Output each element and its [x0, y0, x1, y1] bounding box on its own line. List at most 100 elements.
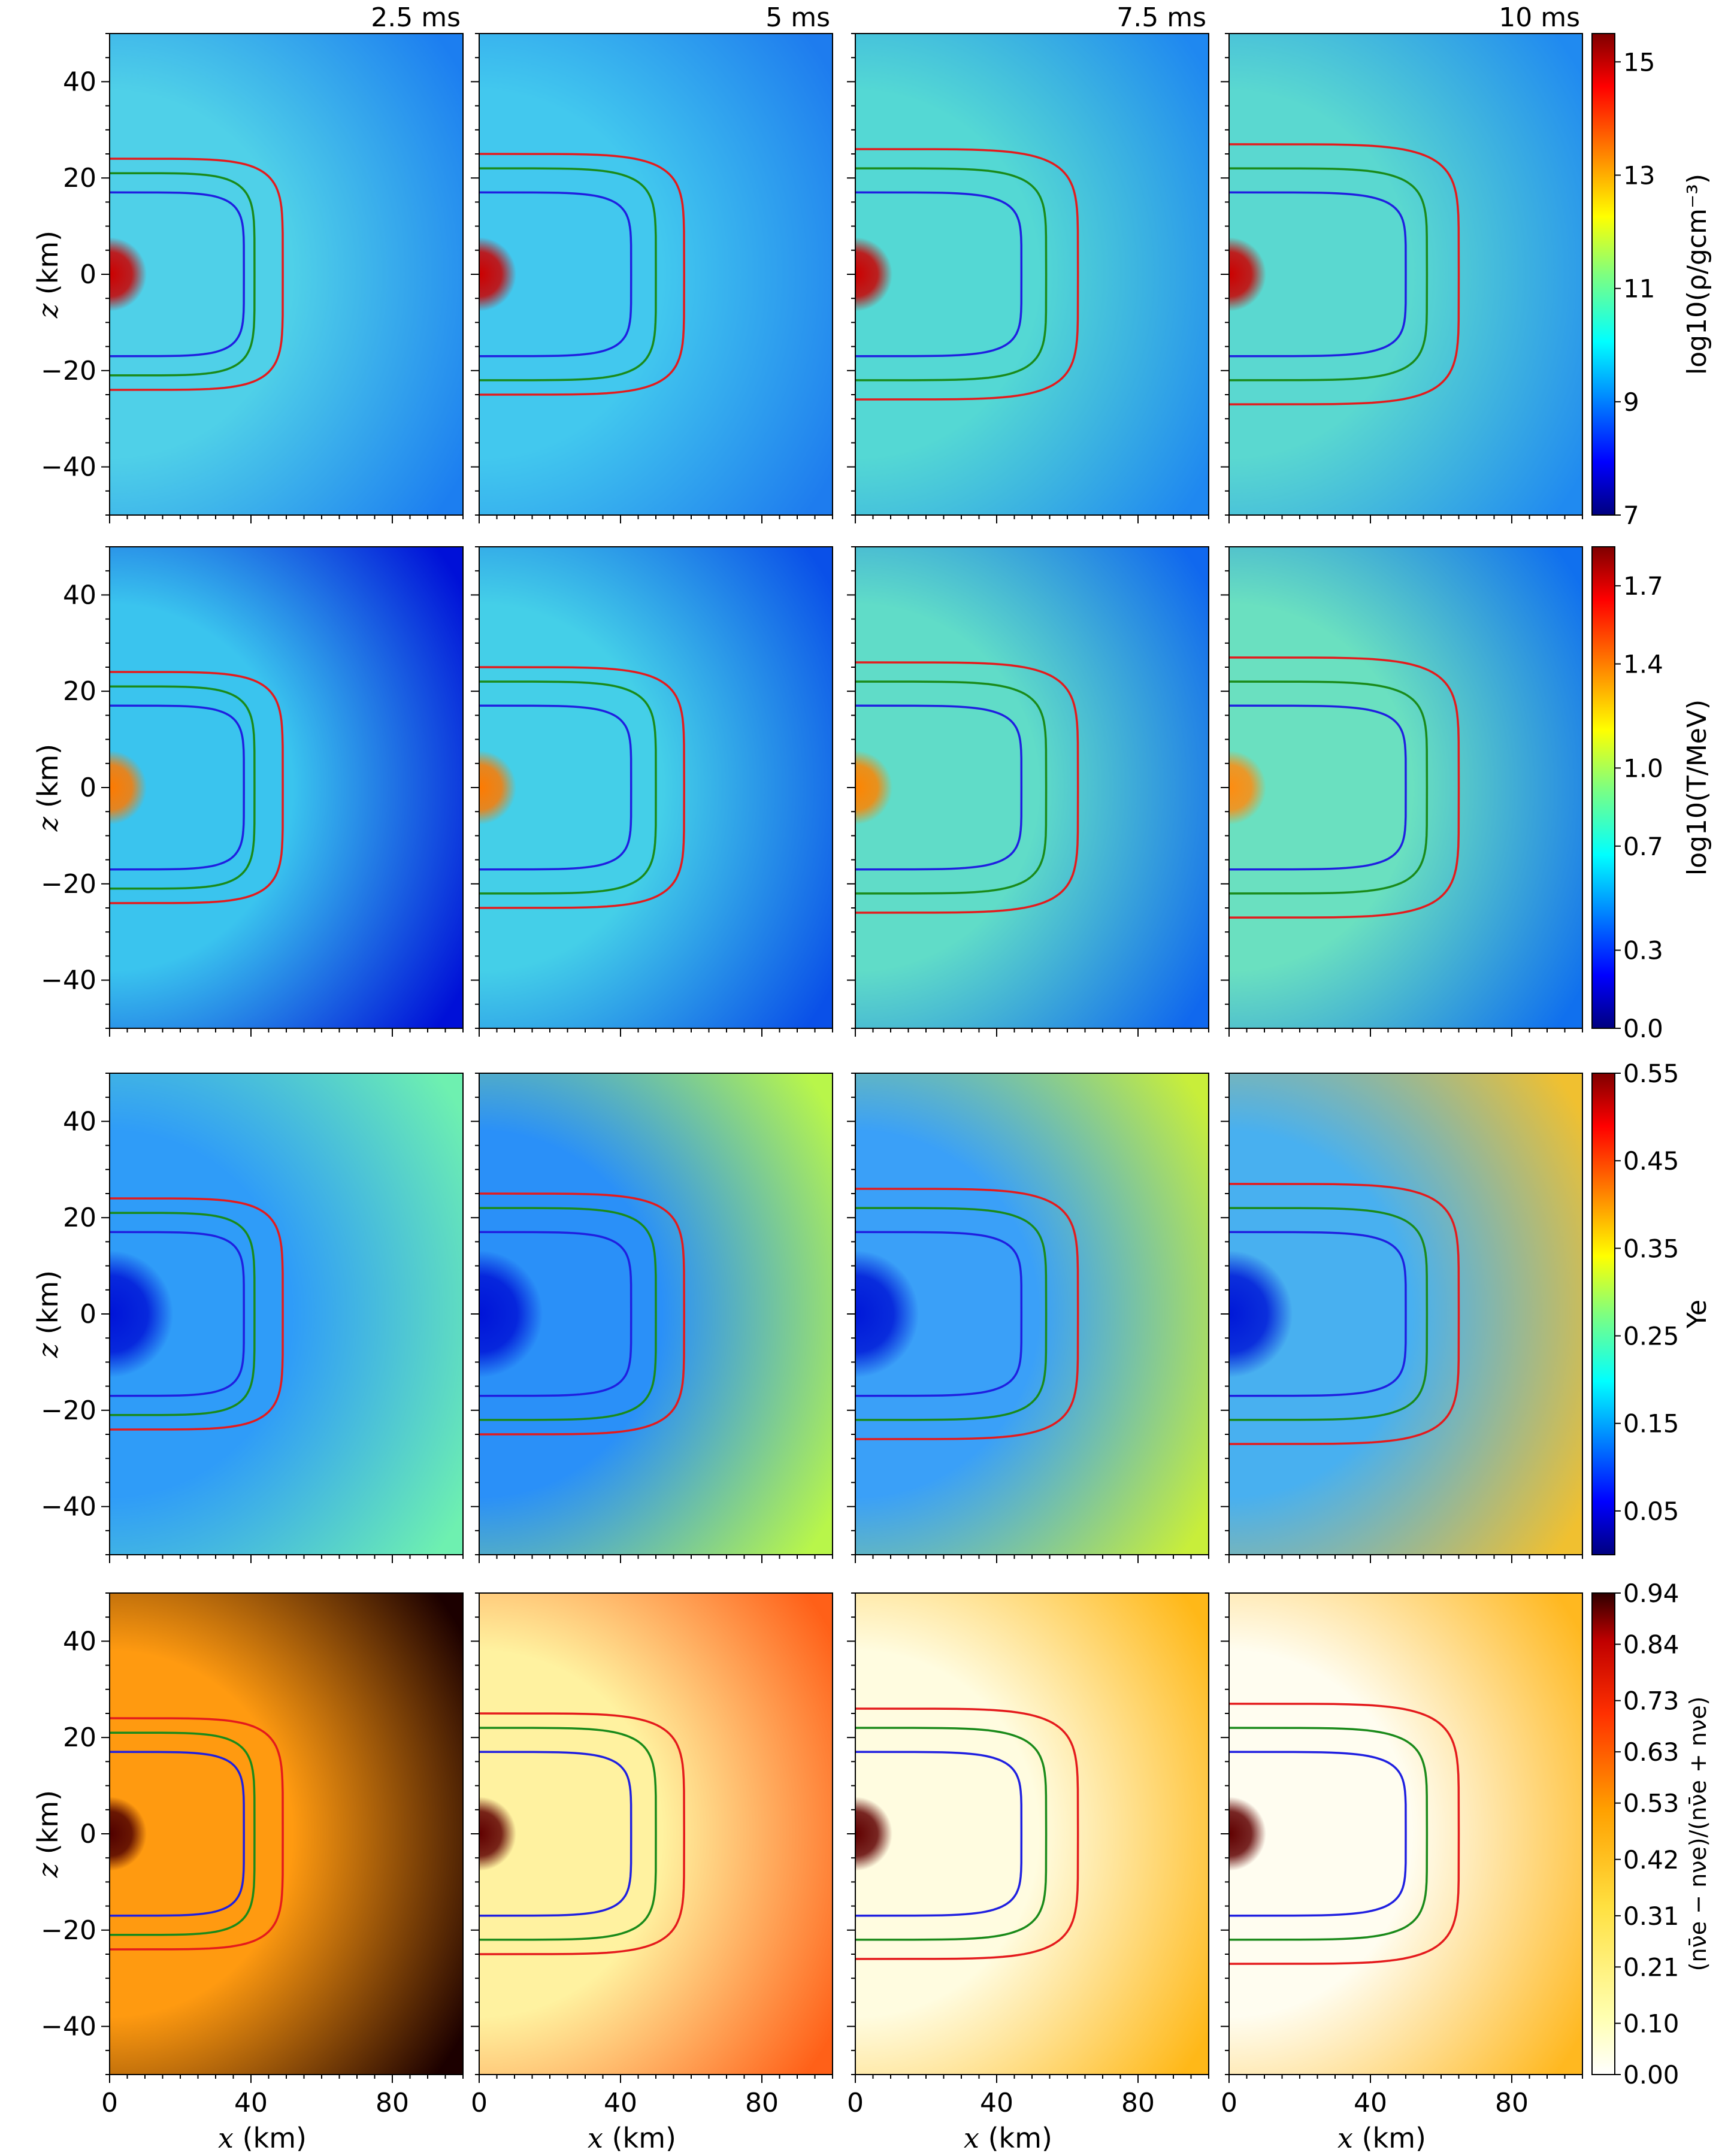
contour-red	[1229, 656, 1460, 919]
contour-green	[110, 685, 256, 890]
contour-green	[1229, 1207, 1429, 1421]
heatmap-panel	[101, 33, 464, 523]
colorbar-tick-label: 0.42	[1623, 1845, 1679, 1875]
contour-red	[1229, 143, 1460, 405]
contour-red	[855, 1707, 1079, 1960]
heatmap-panel	[101, 1073, 464, 1563]
z-tick-label: 40	[63, 580, 96, 610]
heatmap-field	[110, 1593, 463, 2075]
contour-green	[479, 167, 657, 381]
heatmap-panel	[101, 546, 464, 1037]
axes-labels: 40 20 0 −20 −40 z (km) 40 20 0 −20 −40 z (km) 40 20 0 −…	[32, 66, 1529, 2154]
x-tick-label: 0	[1221, 2088, 1237, 2118]
heatmap-panel	[471, 1073, 833, 1563]
heatmap-panel	[1221, 1592, 1583, 2083]
contour-red	[479, 1192, 685, 1436]
z-tick-label: 0	[80, 773, 96, 803]
contour-green	[479, 1727, 657, 1941]
x-tick-label: 0	[471, 2088, 488, 2118]
contour-green	[1229, 680, 1429, 895]
contour-blue	[1229, 1231, 1407, 1397]
heatmap-field	[855, 34, 1209, 515]
z-tick-label: −20	[41, 1915, 96, 1946]
colorbar-tick-label: 0.53	[1623, 1789, 1679, 1818]
colorbar-tick-label: 0.63	[1623, 1737, 1679, 1767]
core-region	[1229, 1786, 1269, 1881]
heatmap-panel	[847, 1073, 1209, 1563]
colorbar-label: (nν̄e − nνe)/(nν̄e + nνe)	[1685, 1697, 1711, 1972]
contour-green	[855, 1207, 1048, 1421]
colorbar-tick-label: 0.55	[1623, 1059, 1679, 1088]
contour-green	[855, 680, 1048, 895]
colorbar-tick-label: 0.25	[1623, 1322, 1679, 1351]
heatmap-panel	[847, 33, 1209, 523]
contour-green	[479, 1207, 657, 1421]
z-tick-label: −40	[41, 1492, 96, 1522]
contour-red	[479, 1712, 685, 1955]
contour-green	[855, 1727, 1048, 1941]
colorbars: 15 13 11 9 7 log10(ρ/gcm⁻³) 1.7 1.4 1.0 0.7 0.3 0.0…	[1591, 33, 1712, 2090]
colorbar-tick-label: 0.45	[1623, 1146, 1679, 1176]
x-tick-label: 40	[234, 2088, 268, 2118]
colorbar: 0.55 0.45 0.35 0.25 0.15 0.05 Ye	[1591, 1059, 1712, 1555]
contour-blue	[1229, 704, 1407, 871]
contour-red	[1229, 1703, 1460, 1965]
z-tick-label: 0	[80, 1299, 96, 1330]
core-region	[855, 1233, 924, 1395]
contour-red	[110, 671, 284, 904]
core-region	[1229, 1233, 1297, 1395]
z-tick-label: 0	[80, 259, 96, 290]
contour-blue	[479, 1751, 632, 1917]
colorbar-tick-label: 0.15	[1623, 1409, 1679, 1439]
colorbar-tick-label: 7	[1623, 501, 1639, 530]
core-region	[855, 740, 895, 835]
contour-blue	[855, 191, 1023, 358]
contour-red	[110, 1197, 284, 1431]
colorbar: 1.7 1.4 1.0 0.7 0.3 0.0 log10(T/MeV)	[1591, 546, 1712, 1043]
x-tick-label: 80	[376, 2088, 409, 2118]
contour-green	[110, 1212, 256, 1416]
colorbar-tick-label: 0.21	[1623, 1952, 1679, 1982]
colorbar-tick-label: 0.0	[1623, 1014, 1663, 1043]
heatmap-panel	[1221, 546, 1583, 1037]
panels	[101, 33, 1583, 2083]
colorbar-tick-label: 0.7	[1623, 832, 1663, 861]
colorbar-tick-label: 0.3	[1623, 936, 1663, 965]
z-tick-label: 20	[63, 676, 96, 707]
contour-red	[855, 148, 1079, 401]
z-tick-label: 40	[63, 1106, 96, 1137]
x-axis-label: x (km)	[218, 2122, 307, 2154]
colorbar-tick-label: 0.73	[1623, 1686, 1679, 1716]
z-tick-label: 20	[63, 1203, 96, 1233]
colorbar: 0.94 0.84 0.73 0.63 0.53 0.42 0.31 0.21 0.10 0.00…	[1591, 1579, 1711, 2090]
contour-red	[110, 1717, 284, 1951]
contour-blue	[855, 1231, 1023, 1397]
z-axis-label: z (km)	[32, 744, 64, 832]
core-region	[1229, 227, 1269, 322]
core-region	[479, 1233, 547, 1395]
contour-green	[110, 1731, 256, 1936]
heatmap-panel	[471, 546, 833, 1037]
contour-blue	[110, 191, 245, 358]
x-axis-label: x (km)	[1337, 2122, 1426, 2154]
x-axis-label: x (km)	[588, 2122, 676, 2154]
contour-blue	[110, 1231, 245, 1397]
colorbar-label: Ye	[1682, 1300, 1712, 1329]
z-tick-label: 40	[63, 1626, 96, 1657]
colorbar-tick-label: 0.94	[1623, 1579, 1679, 1608]
colorbar-tick-label: 11	[1623, 274, 1655, 304]
core-region	[110, 740, 150, 835]
x-tick-label: 40	[604, 2088, 637, 2118]
heatmap-field	[855, 547, 1209, 1028]
heatmap-panel	[471, 1592, 833, 2083]
core-region	[855, 227, 895, 322]
colorbar-tick-label: 0.35	[1623, 1234, 1679, 1263]
colorbar-tick-label: 0.31	[1623, 1901, 1679, 1931]
z-tick-label: −20	[41, 356, 96, 386]
colorbar-tick-label: 13	[1623, 161, 1655, 190]
time-label: 10 ms	[1499, 2, 1580, 33]
z-tick-label: 40	[63, 66, 96, 97]
time-labels: 2.5 ms 5 ms 7.5 ms 10 ms	[371, 2, 1580, 33]
colorbar-tick-label: 0.10	[1623, 2009, 1679, 2038]
